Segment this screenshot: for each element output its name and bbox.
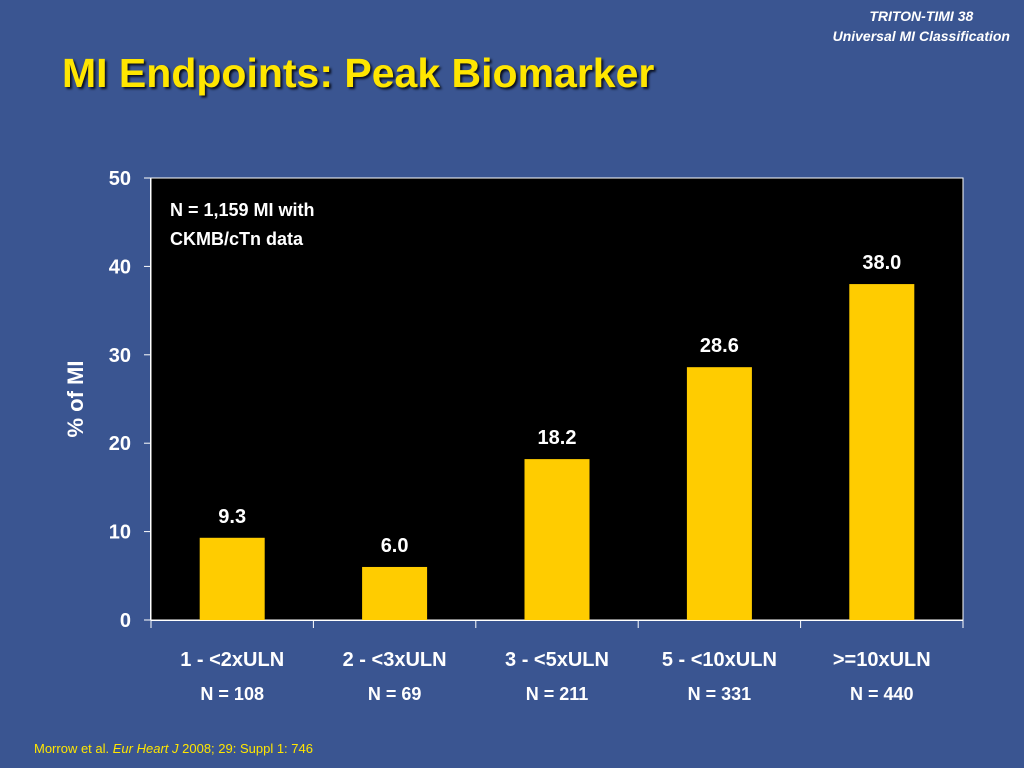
bar-value-label: 18.2 xyxy=(538,427,577,449)
bar xyxy=(849,284,915,620)
x-category-label: 1 - <2xULN xyxy=(180,649,284,671)
x-category-n-label: N = 69 xyxy=(368,684,422,704)
x-category-n-label: N = 331 xyxy=(688,684,752,704)
y-tick-label: 40 xyxy=(109,256,131,278)
x-category-n-label: N = 440 xyxy=(850,684,914,704)
chart-annotation: N = 1,159 MI with xyxy=(170,200,315,220)
y-tick-label: 10 xyxy=(109,522,131,544)
bar xyxy=(199,537,265,620)
citation-journal: Eur Heart J xyxy=(112,741,179,756)
citation-details: 2008; 29: Suppl 1: 746 xyxy=(182,741,313,756)
source-label: TRITON-TIMI 38 Universal MI Classificati… xyxy=(833,6,1010,46)
x-category-n-label: N = 108 xyxy=(200,684,264,704)
y-tick-label: 0 xyxy=(120,610,131,632)
citation-authors: Morrow et al. xyxy=(34,741,110,756)
y-axis-title: % of MI xyxy=(63,361,88,438)
bar xyxy=(524,459,590,620)
x-category-label: 2 - <3xULN xyxy=(343,649,447,671)
citation: Morrow et al. Eur Heart J 2008; 29: Supp… xyxy=(34,741,313,756)
x-category-label: >=10xULN xyxy=(833,649,931,671)
bar xyxy=(686,367,752,620)
source-line-2: Universal MI Classification xyxy=(832,28,1010,44)
source-line-1: TRITON-TIMI 38 xyxy=(869,8,974,24)
slide-title: MI Endpoints: Peak Biomarker xyxy=(62,50,655,96)
x-category-label: 3 - <5xULN xyxy=(505,649,609,671)
y-tick-label: 30 xyxy=(109,345,131,367)
bar-value-label: 38.0 xyxy=(862,252,901,274)
y-tick-label: 20 xyxy=(109,433,131,455)
bar xyxy=(362,566,428,620)
chart-annotation: CKMB/cTn data xyxy=(170,229,304,249)
x-category-label: 5 - <10xULN xyxy=(662,649,777,671)
bar-value-label: 6.0 xyxy=(381,535,409,557)
y-tick-label: 50 xyxy=(109,168,131,190)
bar-value-label: 28.6 xyxy=(700,335,739,357)
x-category-n-label: N = 211 xyxy=(526,684,589,704)
bar-value-label: 9.3 xyxy=(218,506,246,528)
